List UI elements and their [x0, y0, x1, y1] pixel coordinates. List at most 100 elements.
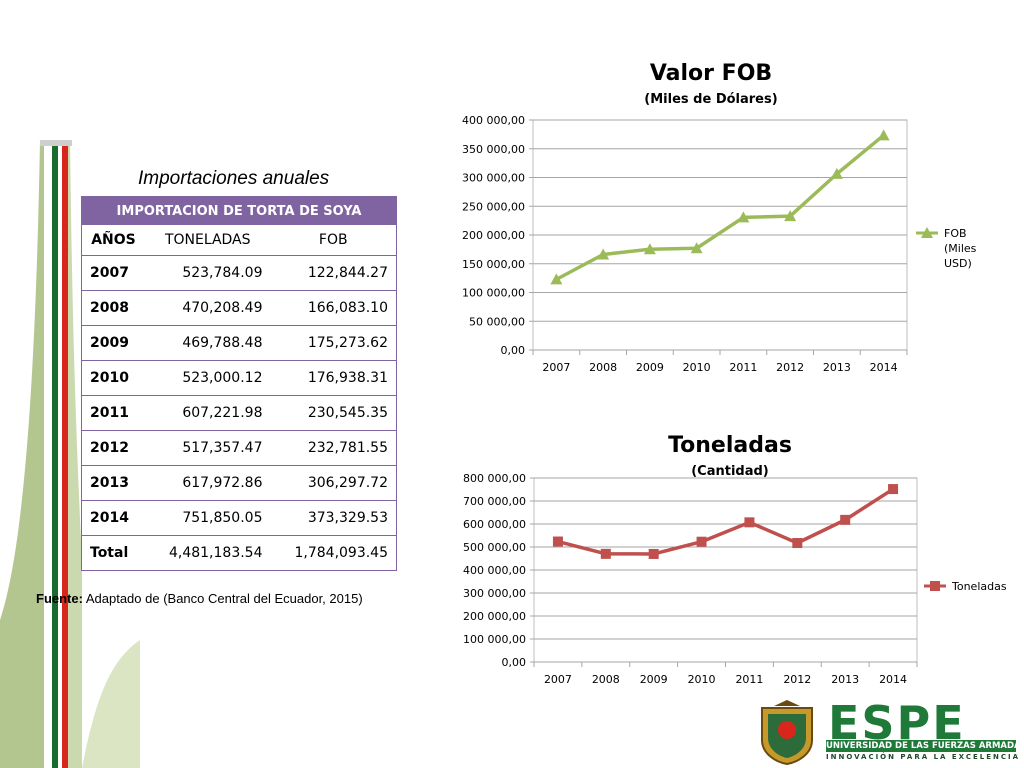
cell-year: 2011	[82, 395, 145, 431]
table-row: 2009 469,788.48 175,273.62	[82, 325, 396, 361]
legend-label: (Miles	[944, 242, 977, 255]
cell-year: 2008	[82, 290, 145, 326]
y-tick-label: 600 000,00	[463, 518, 526, 531]
data-point	[552, 536, 563, 547]
cell-year: 2009	[82, 325, 145, 361]
chart-title: Toneladas	[668, 433, 792, 458]
y-tick-label: 0,00	[501, 344, 526, 357]
legend-label: Toneladas	[951, 580, 1007, 593]
cell-year: 2014	[82, 500, 145, 536]
table-row: 2007 523,784.09 122,844.27	[82, 255, 396, 291]
cell-fob: 306,297.72	[270, 465, 396, 501]
data-point	[648, 548, 659, 559]
cell-year: 2010	[82, 360, 145, 396]
table-row: 2013 617,972.86 306,297.72	[82, 465, 396, 501]
table-banner: IMPORTACION DE TORTA DE SOYA	[82, 197, 396, 225]
data-point	[830, 167, 843, 179]
cell-tons: 470,208.49	[144, 290, 271, 326]
y-tick-label: 800 000,00	[463, 472, 526, 485]
source-note: Fuente: Adaptado de (Banco Central del E…	[36, 591, 363, 606]
source-label: Fuente:	[36, 591, 83, 606]
crest-icon	[761, 700, 813, 766]
x-tick-label: 2011	[735, 673, 763, 686]
chart-subtitle: (Miles de Dólares)	[644, 92, 777, 107]
y-tick-label: 100 000,00	[463, 633, 526, 646]
y-tick-label: 400 000,00	[463, 564, 526, 577]
x-tick-label: 2008	[592, 673, 620, 686]
data-point	[597, 248, 610, 260]
x-tick-label: 2012	[776, 361, 804, 374]
cell-tons: 517,357.47	[144, 430, 271, 466]
chart-title: Valor FOB	[650, 61, 772, 86]
header-tons: TONELADAS	[164, 232, 251, 248]
legend-marker	[921, 227, 933, 238]
x-tick-label: 2010	[688, 673, 716, 686]
data-point	[784, 210, 797, 222]
y-tick-label: 250 000,00	[462, 200, 525, 213]
data-point	[690, 242, 703, 254]
data-point	[888, 484, 899, 495]
cell-fob: 373,329.53	[270, 500, 396, 536]
cell-tons: 469,788.48	[144, 325, 271, 361]
series-line	[557, 487, 895, 556]
brand-line-2: INNOVACIÓN PARA LA EXCELENCIA	[826, 753, 1021, 761]
y-tick-label: 150 000,00	[462, 258, 525, 271]
fob-chart: Valor FOB (Miles de Dólares) 0,00 50 000,00…	[462, 61, 977, 374]
cell-year: 2012	[82, 430, 145, 466]
brand-line-1: UNIVERSIDAD DE LAS FUERZAS ARMADAS	[826, 740, 1024, 752]
y-tick-label: 300 000,00	[462, 172, 525, 185]
cell-tons: 523,784.09	[144, 255, 271, 291]
cell-year: 2007	[82, 255, 145, 291]
y-tick-label: 0,00	[502, 656, 527, 669]
x-tick-label: 2013	[831, 673, 859, 686]
cell-total-label: Total	[82, 535, 145, 570]
data-point	[550, 273, 563, 285]
table-row: 2012 517,357.47 232,781.55	[82, 430, 396, 466]
y-tick-label: 400 000,00	[462, 114, 525, 127]
legend-marker	[930, 581, 940, 591]
x-tick-label: 2014	[879, 673, 907, 686]
y-tick-label: 700 000,00	[463, 495, 526, 508]
decorative-band	[0, 140, 140, 768]
x-tick-label: 2014	[870, 361, 898, 374]
cell-tons: 607,221.98	[144, 395, 271, 431]
cell-fob: 232,781.55	[270, 430, 396, 466]
cell-fob: 175,273.62	[270, 325, 396, 361]
data-point	[840, 514, 851, 525]
cell-fob: 166,083.10	[270, 290, 396, 326]
data-point	[600, 548, 611, 559]
cell-fob: 230,545.35	[270, 395, 396, 431]
table-row: 2010 523,000.12 176,938.31	[82, 360, 396, 396]
data-point	[696, 536, 707, 547]
cell-total-fob: 1,784,093.45	[270, 535, 396, 570]
x-tick-label: 2007	[544, 673, 572, 686]
y-tick-label: 100 000,00	[462, 287, 525, 300]
cell-total-tons: 4,481,183.54	[144, 535, 271, 570]
cell-tons: 617,972.86	[144, 465, 271, 501]
y-tick-label: 500 000,00	[463, 541, 526, 554]
cell-fob: 176,938.31	[270, 360, 396, 396]
header-years: AÑOS	[91, 232, 136, 248]
y-tick-label: 50 000,00	[469, 315, 525, 328]
data-point	[877, 129, 890, 141]
cell-fob: 122,844.27	[270, 255, 396, 291]
data-point	[643, 243, 656, 255]
chart-subtitle: (Cantidad)	[691, 464, 769, 479]
y-tick-label: 300 000,00	[463, 587, 526, 600]
header-fob: FOB	[318, 232, 348, 248]
table-row-total: Total 4,481,183.54 1,784,093.45	[82, 535, 396, 570]
x-tick-label: 2012	[783, 673, 811, 686]
section-subtitle: Importaciones anuales	[138, 168, 330, 189]
imports-table: IMPORTACION DE TORTA DE SOYA AÑOS TONELA…	[81, 196, 397, 571]
series-line	[555, 133, 885, 281]
x-tick-label: 2009	[636, 361, 664, 374]
x-tick-label: 2011	[729, 361, 757, 374]
data-point	[737, 211, 750, 223]
data-point	[744, 517, 755, 528]
table-row: 2011 607,221.98 230,545.35	[82, 395, 396, 431]
cell-tons: 523,000.12	[144, 360, 271, 396]
y-tick-label: 200 000,00	[463, 610, 526, 623]
x-tick-label: 2010	[683, 361, 711, 374]
legend-label: FOB	[944, 227, 967, 240]
